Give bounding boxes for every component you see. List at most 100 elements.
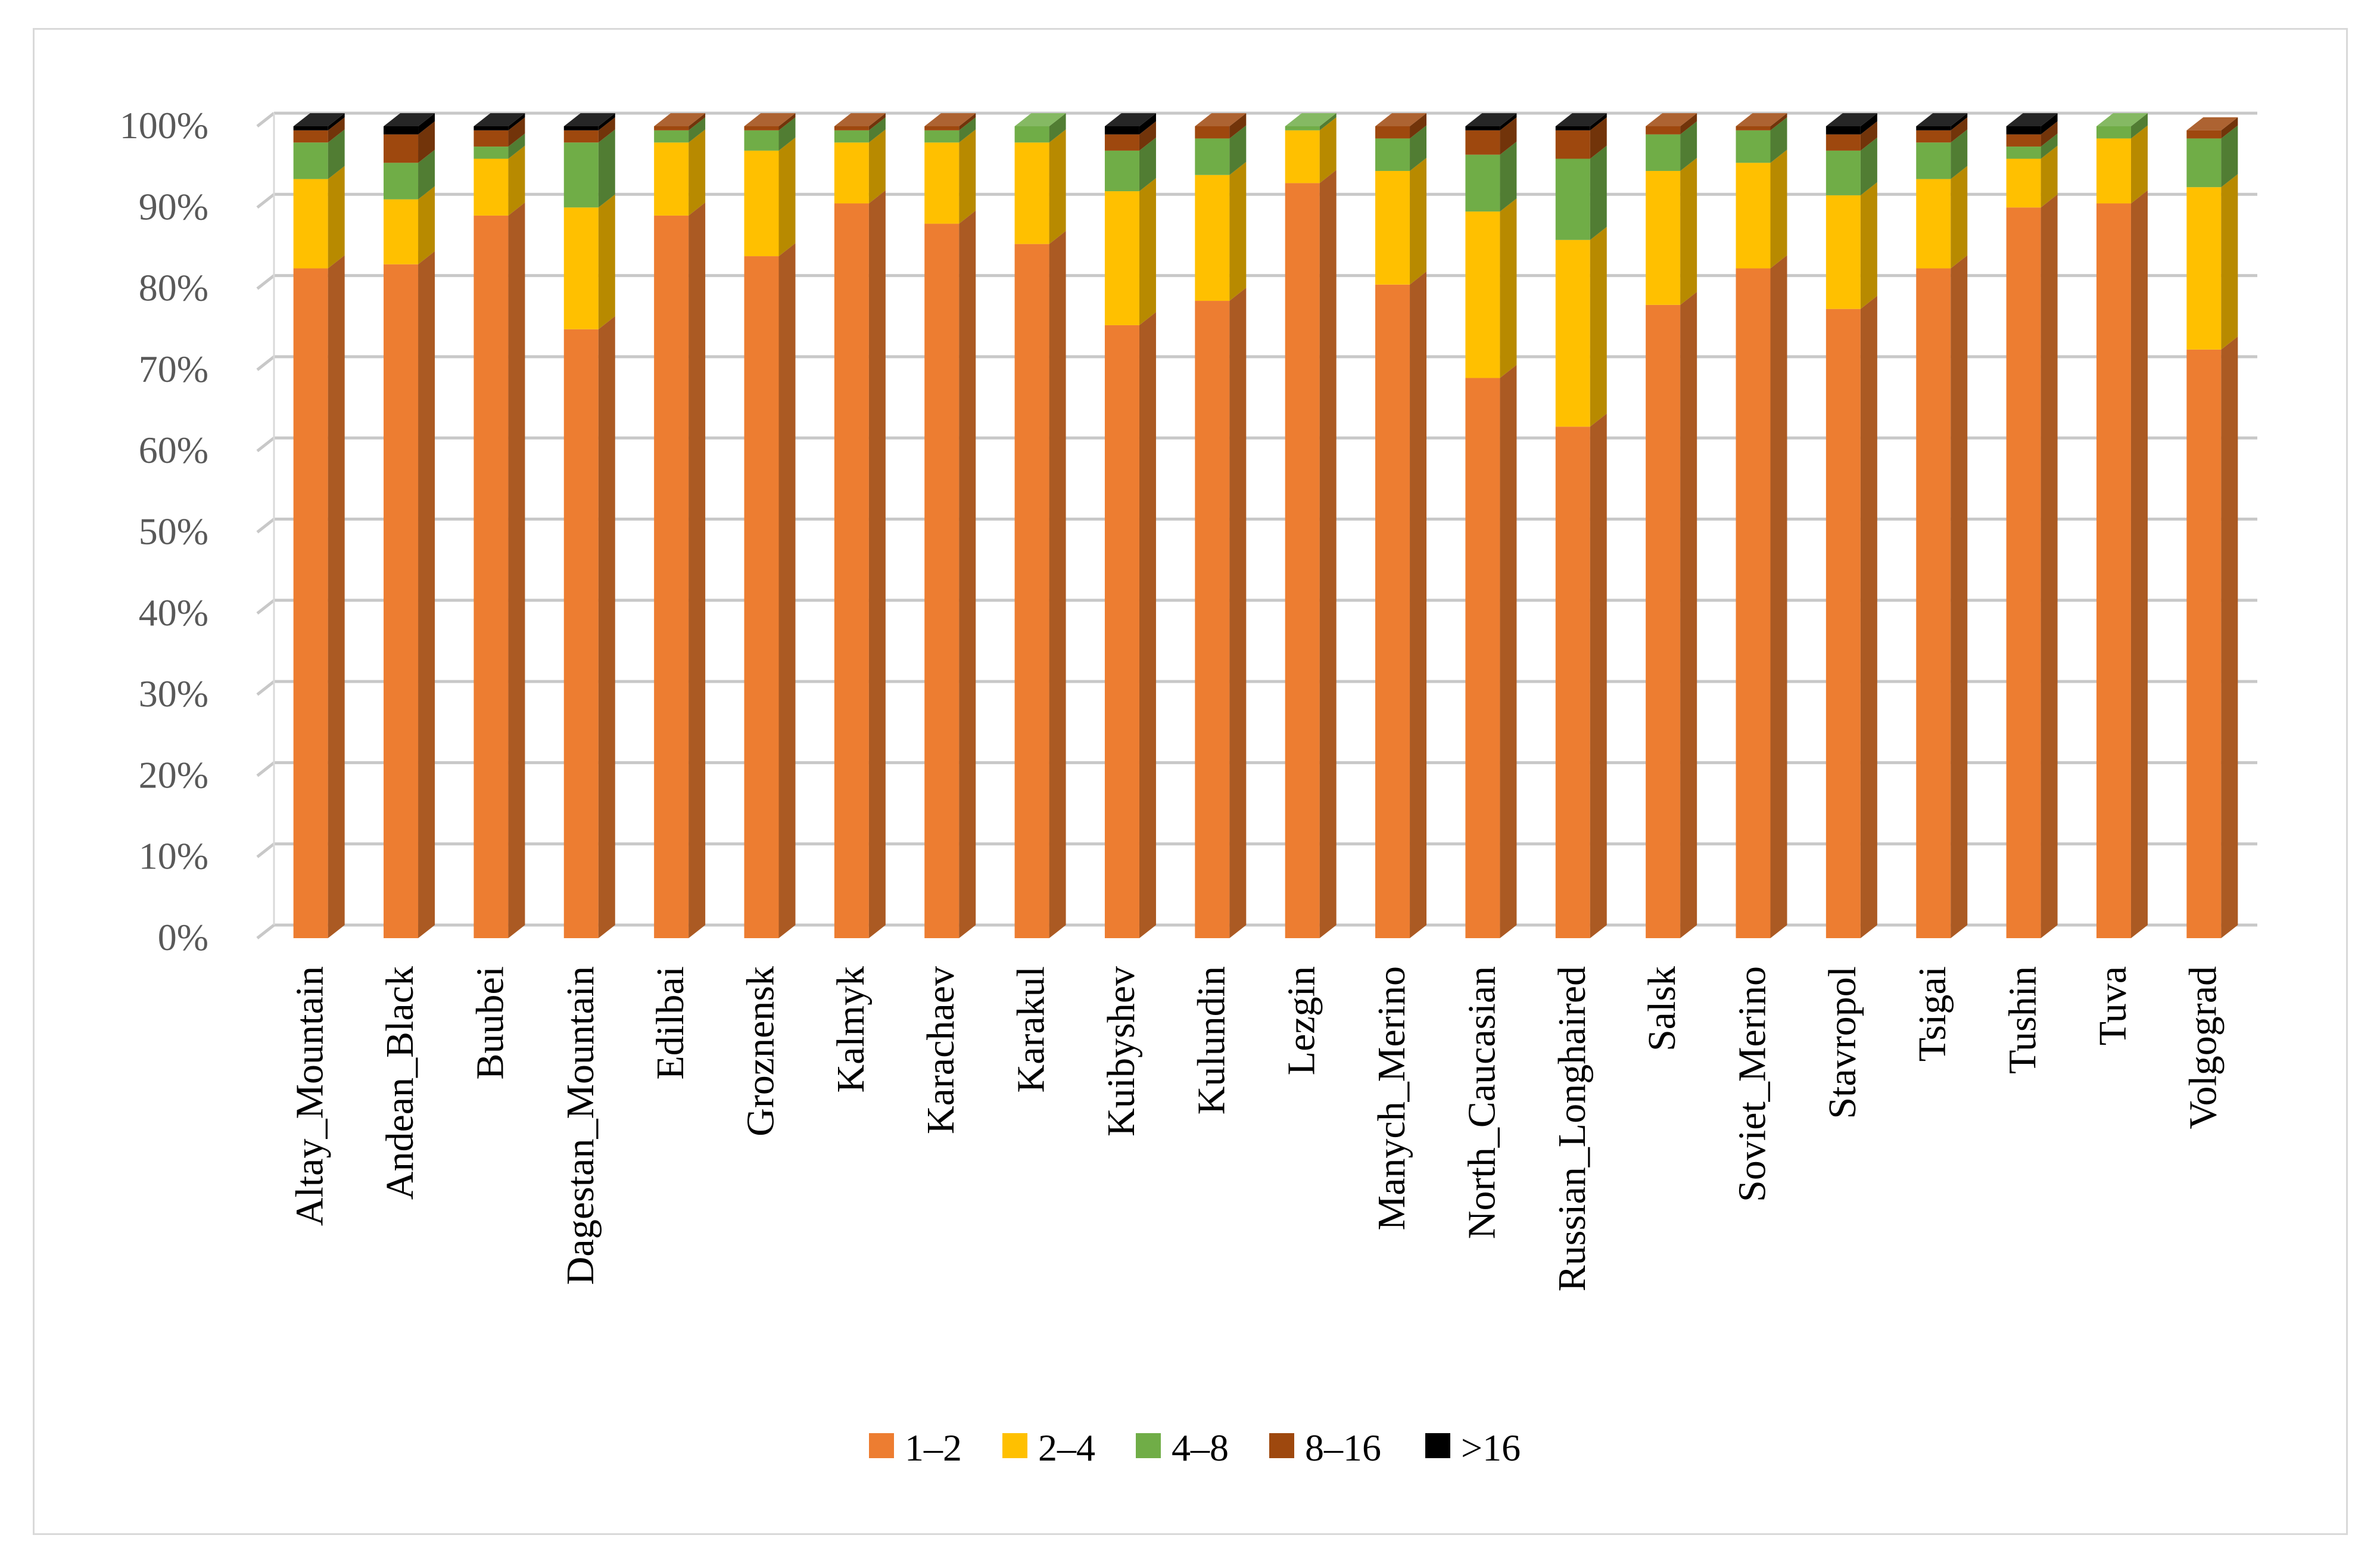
bar-segment [924, 117, 976, 143]
bar-segment [1285, 113, 1337, 130]
bar-segment [1195, 125, 1247, 175]
bar-segment [1465, 117, 1517, 155]
bar-segment [744, 117, 796, 151]
bar-segment [654, 202, 706, 939]
bar-top-face [1465, 113, 1517, 126]
y-tick-label: 10% [139, 835, 208, 877]
bar-stack [384, 113, 435, 939]
bar-segment [834, 113, 886, 130]
bar-stack [1646, 113, 1697, 938]
bar-segment [1555, 413, 1607, 938]
x-category-label: Tsigai [1911, 966, 1954, 1061]
legend-swatch [1002, 1433, 1027, 1458]
bar-segment [1826, 137, 1877, 195]
bar-segment [563, 316, 615, 938]
y-tick-label: 0% [158, 916, 208, 958]
bar-segment [924, 129, 976, 224]
bar-stack [1104, 113, 1156, 938]
x-category-label: Lezgin [1280, 966, 1323, 1075]
bar-segment [1555, 226, 1607, 427]
legend-item: >16 [1425, 1427, 1521, 1469]
bar-segment [1555, 113, 1607, 130]
x-category-label: Volgograd [2181, 966, 2225, 1129]
bar-stack [2096, 113, 2148, 938]
bar-stack [1555, 113, 1607, 938]
bar-segment [293, 113, 345, 130]
bar-segment [384, 150, 435, 200]
bar-stack [1916, 113, 1968, 938]
bar-top-face [1646, 113, 1697, 126]
bar-top-face [1375, 113, 1427, 126]
bar-segment [1285, 170, 1337, 938]
bar-segment [1646, 291, 1697, 938]
y-tick-label: 40% [139, 591, 208, 634]
bar-top-face [2096, 113, 2148, 126]
bar-segment [1736, 117, 1787, 163]
bar-segment [384, 251, 435, 939]
bar-segment [1104, 137, 1156, 192]
bar-segment [924, 210, 976, 938]
bar-stack [1826, 113, 1877, 938]
bar-top-face [654, 113, 706, 126]
bar-segment [2186, 125, 2238, 188]
legend-label: 2–4 [1038, 1427, 1095, 1469]
bar-stack [1465, 113, 1517, 938]
bar-segment [744, 243, 796, 939]
bar-segment [563, 117, 615, 143]
x-category-label: Buubei [468, 966, 512, 1080]
bar-top-face [744, 113, 796, 126]
bar-segment [1916, 166, 1968, 269]
x-category-label: North_Caucasian [1460, 966, 1503, 1239]
bar-segment [1375, 271, 1427, 938]
bar-segment [1014, 231, 1066, 938]
y-tick-label: 60% [139, 429, 208, 471]
bar-segment [834, 190, 886, 938]
legend-swatch [1269, 1433, 1294, 1458]
legend-item: 1–2 [869, 1427, 962, 1469]
bar-segment [1375, 157, 1427, 285]
legend-label: 8–16 [1305, 1427, 1381, 1469]
bar-stack [1195, 113, 1247, 938]
bar-segment [384, 121, 435, 163]
legend-label: 4–8 [1172, 1427, 1229, 1469]
bar-segment [834, 117, 886, 143]
bar-segment [384, 186, 435, 264]
bar-stack [654, 113, 706, 939]
bar-segment [563, 113, 615, 130]
x-category-label: Tushin [2001, 966, 2045, 1074]
x-category-label: Edilbai [649, 966, 692, 1080]
bar-segment [2096, 125, 2148, 204]
x-category-label: Kalmyk [829, 966, 873, 1093]
bar-stack [744, 113, 796, 939]
bar-segment [1826, 121, 1877, 151]
bar-top-face [1104, 113, 1156, 126]
bar-segment [744, 113, 796, 130]
bar-segment [1736, 255, 1787, 938]
bar-top-face [1916, 113, 1968, 126]
bar-segment [1285, 117, 1337, 183]
bar-stack [2186, 117, 2238, 938]
bar-segment [473, 133, 525, 159]
x-category-label: Stavropol [1821, 966, 1864, 1119]
bar-segment [1014, 113, 1066, 143]
x-category-label: Russian_Longhaired [1550, 966, 1594, 1291]
bar-stack [1736, 113, 1787, 938]
x-category-label: Dagestan_Mountain [559, 966, 602, 1285]
bar-top-face [2006, 113, 2058, 126]
legend-item: 8–16 [1269, 1427, 1381, 1469]
x-axis-category-labels: Altay_Mountain Andean_Black Buubei Dagestan… [288, 966, 2225, 1291]
x-category-label: Manych_Merino [1370, 966, 1413, 1231]
legend-item: 4–8 [1136, 1427, 1229, 1469]
bar-segment [1916, 113, 1968, 130]
bar-segment [1465, 198, 1517, 378]
bar-stack [563, 113, 615, 938]
bar-segment [1104, 312, 1156, 938]
bar-stack [2006, 113, 2058, 938]
bar-stack [1375, 113, 1427, 938]
bar-segment [473, 202, 525, 939]
bar-segment [2096, 113, 2148, 139]
x-category-label: Salsk [1640, 966, 1684, 1051]
bar-segment [1555, 117, 1607, 159]
bar-segment [1195, 288, 1247, 938]
bar-top-face [1736, 113, 1787, 126]
